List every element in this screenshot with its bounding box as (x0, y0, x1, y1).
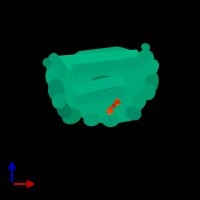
Ellipse shape (103, 116, 118, 126)
Circle shape (108, 109, 111, 113)
Polygon shape (59, 50, 146, 69)
Polygon shape (72, 75, 126, 95)
Polygon shape (75, 98, 121, 115)
Ellipse shape (49, 79, 64, 101)
Circle shape (115, 100, 119, 104)
Circle shape (113, 104, 115, 107)
Ellipse shape (142, 44, 149, 50)
Ellipse shape (54, 94, 65, 108)
Ellipse shape (138, 50, 153, 66)
Polygon shape (72, 58, 141, 75)
Ellipse shape (57, 103, 71, 118)
Ellipse shape (63, 109, 81, 124)
Ellipse shape (46, 68, 60, 88)
Ellipse shape (47, 55, 66, 79)
Polygon shape (75, 87, 126, 106)
Ellipse shape (145, 60, 158, 74)
Ellipse shape (145, 72, 158, 93)
Ellipse shape (49, 54, 58, 62)
Ellipse shape (133, 93, 146, 109)
Ellipse shape (43, 59, 51, 66)
Ellipse shape (86, 76, 119, 104)
Ellipse shape (143, 84, 155, 99)
Circle shape (110, 107, 112, 109)
Ellipse shape (126, 107, 141, 120)
Ellipse shape (52, 93, 66, 109)
Polygon shape (52, 47, 152, 124)
Ellipse shape (84, 113, 99, 126)
